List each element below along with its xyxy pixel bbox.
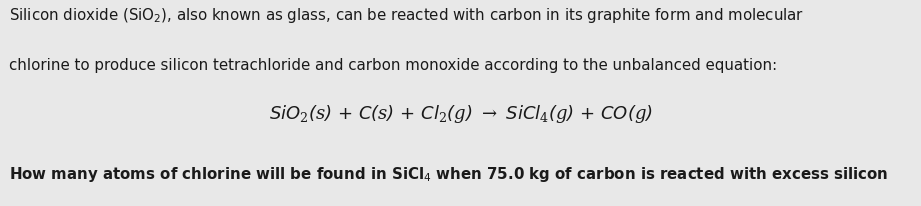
Text: SiO$_2$($s$) + C($s$) + Cl$_2$($g$) $\rightarrow$ SiCl$_4$($g$) + CO($g$): SiO$_2$($s$) + C($s$) + Cl$_2$($g$) $\ri…	[269, 103, 652, 125]
Text: chlorine to produce silicon tetrachloride and carbon monoxide according to the u: chlorine to produce silicon tetrachlorid…	[9, 58, 777, 73]
Text: Silicon dioxide (SiO$_2$), also known as glass, can be reacted with carbon in it: Silicon dioxide (SiO$_2$), also known as…	[9, 6, 804, 25]
Text: How many atoms of chlorine will be found in SiCl$_4$ when 75.0 kg of carbon is r: How many atoms of chlorine will be found…	[9, 165, 889, 184]
